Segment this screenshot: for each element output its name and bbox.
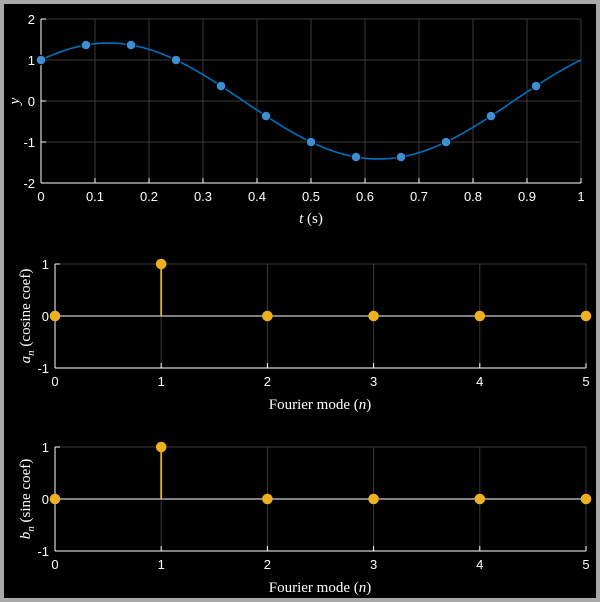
cosine-coefficient-plot: 0 1 2 3 4 5-101 <box>37 257 592 389</box>
stem-marker <box>474 310 486 322</box>
x-tick-label: 0.9 <box>518 189 536 204</box>
mode-axis-label: Fourier mode (n) <box>269 580 371 596</box>
x-tick-label: 2 <box>264 557 271 572</box>
y-tick-label: 0 <box>28 94 35 109</box>
stem-marker <box>155 258 167 270</box>
y-tick-label: 0 <box>42 309 49 324</box>
sample-point <box>305 136 317 148</box>
x-tick-label: 0.2 <box>140 189 158 204</box>
x-tick-label: 2 <box>264 374 271 389</box>
x-tick-label: 0 <box>51 557 58 572</box>
sample-point <box>125 39 137 51</box>
y-tick-label: 1 <box>42 257 49 272</box>
y-tick-label: -1 <box>23 135 35 150</box>
x-tick-label: 0.7 <box>410 189 428 204</box>
x-tick-label: 5 <box>582 557 589 572</box>
x-tick-label: 0.5 <box>302 189 320 204</box>
x-tick-label: 0.4 <box>248 189 266 204</box>
x-tick-label: 3 <box>370 374 377 389</box>
stem-marker <box>368 310 379 322</box>
sample-point <box>350 151 362 163</box>
sample-point <box>485 110 497 122</box>
x-tick-label: 3 <box>370 557 377 572</box>
sample-point <box>260 110 272 122</box>
x-tick-label: 0.3 <box>194 189 212 204</box>
y-tick-label: 2 <box>28 12 35 27</box>
time-axis-label: t (s) <box>299 211 323 227</box>
x-tick-label: 0.1 <box>86 189 104 204</box>
mode-axis-label: Fourier mode (n) <box>269 397 371 413</box>
x-tick-label: 4 <box>476 374 483 389</box>
y-tick-label: 1 <box>42 440 49 455</box>
stem-marker <box>49 310 61 322</box>
cosine-coef-axis-label: an (cosine coef) <box>18 269 38 364</box>
x-tick-label: 0.8 <box>464 189 482 204</box>
stem-marker <box>580 310 592 322</box>
x-tick-label: 4 <box>476 557 483 572</box>
x-tick-label: 1 <box>158 557 165 572</box>
stem-marker <box>49 493 61 505</box>
y-tick-label: 1 <box>28 53 35 68</box>
x-tick-label: 1 <box>158 374 165 389</box>
stem-marker <box>580 493 592 505</box>
stem-marker <box>474 493 486 505</box>
sample-point <box>530 80 542 92</box>
sample-point <box>395 151 407 163</box>
stem-marker <box>262 493 273 505</box>
sample-point <box>215 80 227 92</box>
sample-point <box>440 136 452 148</box>
sample-point <box>170 54 182 66</box>
sample-point <box>35 54 47 66</box>
sine-coef-axis-label: bn (sine coef) <box>18 459 38 539</box>
stem-marker <box>262 310 273 322</box>
y-tick-label: -1 <box>37 544 49 559</box>
y-tick-label: 0 <box>42 492 49 507</box>
sample-point <box>80 39 92 51</box>
y-tick-label: -2 <box>23 176 35 191</box>
signal-axis-label: y <box>7 97 23 106</box>
time-signal-plot: 0 0.1 0.2 0.3 0.4 0.5 0.6 0.7 0.8 0.9 1 -2 -1 0 1 2 <box>23 12 584 204</box>
stem-marker <box>155 441 167 453</box>
stem-marker <box>368 493 379 505</box>
x-tick-label: 0 <box>51 374 58 389</box>
x-tick-label: 5 <box>582 374 589 389</box>
x-tick-label: 0 <box>37 189 44 204</box>
y-tick-label: -1 <box>37 361 49 376</box>
sine-coefficient-plot: 0 1 2 3 4 5-101 <box>37 440 592 572</box>
x-tick-label: 1 <box>577 189 584 204</box>
x-tick-label: 0.6 <box>356 189 374 204</box>
